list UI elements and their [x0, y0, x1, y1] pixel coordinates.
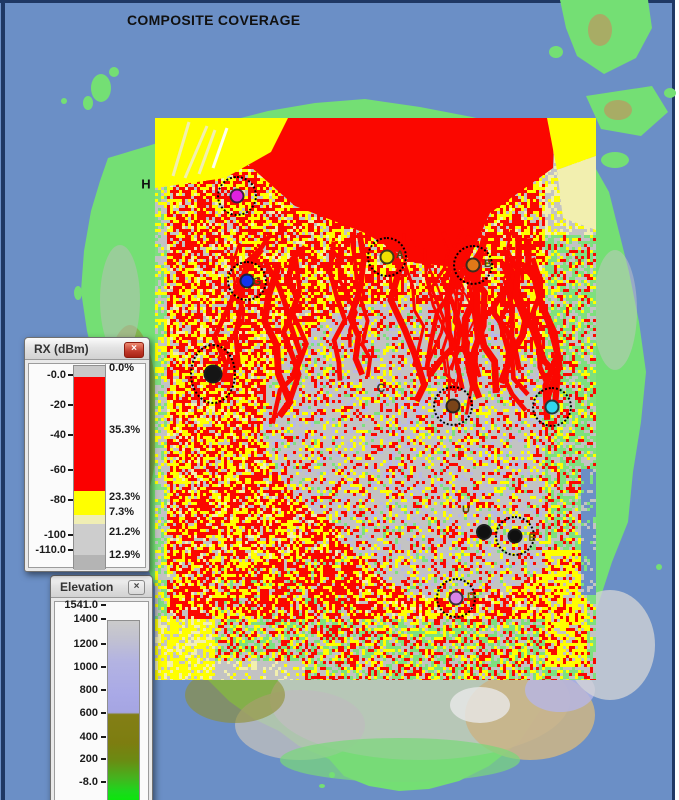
site-radius-ring-icon: [227, 261, 267, 301]
map-site-label: G: [252, 276, 262, 288]
site-dot-icon: [239, 273, 255, 289]
site-dot-icon: [229, 188, 245, 204]
legend-tick-mark: [101, 666, 106, 668]
close-icon[interactable]: ×: [124, 342, 144, 358]
rx-percentage-label: 23.3%: [109, 491, 141, 503]
legend-tick-mark: [101, 758, 106, 760]
map-site-label: H: [141, 176, 151, 192]
rx-color-bar: [73, 365, 106, 570]
site-radius-ring-icon: [532, 387, 572, 427]
legend-tick-label: 400: [79, 731, 98, 743]
map-site-label: U: [462, 504, 470, 516]
window-border-right: [672, 0, 675, 800]
elevation-legend-panel[interactable]: Elevation × 1541.0 1400 1200 1000 800 600 400 2…: [50, 575, 153, 800]
rx-percentage-label: 0.0%: [109, 362, 135, 374]
legend-tick-mark: [68, 434, 73, 436]
site-radius-ring-icon: [217, 176, 257, 216]
rx-panel-title: RX (dBm): [34, 342, 89, 356]
rx-bar-segment: [74, 377, 105, 491]
site-dot-icon: [203, 364, 223, 384]
legend-tick-mark: [68, 469, 73, 471]
map-site-label: D: [467, 591, 475, 603]
map-site-label: A: [396, 249, 404, 261]
map-site-label: C: [376, 381, 386, 395]
legend-tick-mark: [68, 499, 73, 501]
site-radius-ring-icon: [367, 237, 407, 277]
legend-tick-mark: [101, 643, 106, 645]
legend-tick-mark: [101, 781, 106, 783]
legend-tick-mark: [101, 689, 106, 691]
site-dot-icon: [448, 590, 464, 606]
rx-percentage-label: 35.3%: [109, 424, 141, 436]
legend-tick-mark: [68, 549, 73, 551]
legend-tick-label: 600: [79, 707, 98, 719]
legend-tick-label: -0.0: [47, 369, 66, 381]
site-dot-icon: [544, 399, 560, 415]
legend-tick-mark: [68, 534, 73, 536]
site-radius-ring-icon: [190, 344, 236, 404]
close-icon[interactable]: ×: [128, 580, 145, 595]
legend-tick-label: -60: [50, 464, 66, 476]
rx-legend-panel[interactable]: RX (dBm) × -0.0 -20 -40 -60 -80 -100 -110.0 0.…: [24, 337, 150, 572]
window-border-top: [0, 0, 679, 3]
legend-tick-mark: [68, 374, 73, 376]
legend-tick-mark: [68, 404, 73, 406]
legend-tick-label: 1000: [73, 661, 98, 673]
legend-tick-mark: [101, 736, 106, 738]
legend-tick-label: 1200: [73, 638, 98, 650]
rx-bar-segment: [74, 491, 105, 515]
elevation-panel-title: Elevation: [60, 580, 114, 594]
site-radius-ring-icon: [433, 386, 473, 426]
rx-panel-titlebar[interactable]: RX (dBm): [25, 338, 149, 360]
site-dot-icon: [476, 524, 492, 540]
window-border-left: [1, 0, 5, 800]
site-dot-icon: [465, 257, 481, 273]
elevation-panel-titlebar[interactable]: Elevation: [51, 576, 152, 598]
legend-tick-label: -100: [43, 529, 66, 541]
northwest-islands: [61, 67, 662, 788]
rx-bar-segment: [74, 366, 105, 377]
elevation-color-bar: [107, 620, 140, 800]
site-dot-icon: [379, 249, 395, 265]
rx-percentage-label: 12.9%: [109, 549, 141, 561]
legend-tick-mark: [101, 604, 106, 606]
site-radius-ring-icon: [436, 578, 476, 618]
legend-tick-label: -20: [50, 399, 66, 411]
site-radius-ring-icon: [453, 245, 493, 285]
legend-tick-label: -110.0: [35, 544, 66, 556]
page-title: COMPOSITE COVERAGE: [127, 12, 301, 28]
rx-bar-segment: [74, 515, 105, 524]
legend-tick-mark: [101, 712, 106, 714]
site-radius-ring-icon: [495, 516, 535, 556]
map-site-label: E: [528, 532, 536, 544]
site-dot-icon: [507, 528, 523, 544]
rx-percentage-label: 21.2%: [109, 526, 141, 538]
elevation-panel-body: 1541.0 1400 1200 1000 800 600 400 200 -8.0: [54, 599, 149, 800]
legend-tick-mark: [101, 618, 106, 620]
rx-bar-segment: [74, 555, 105, 570]
window-margin-right: [675, 0, 679, 800]
legend-tick-label: 800: [79, 684, 98, 696]
rx-panel-body: -0.0 -20 -40 -60 -80 -100 -110.0 0.0% 35.3% 23.3…: [28, 362, 146, 570]
rx-percentage-label: 7.3%: [109, 506, 135, 518]
map-site-label: B: [484, 258, 492, 270]
legend-tick-label: 1400: [73, 613, 98, 625]
legend-tick-label: -80: [50, 494, 66, 506]
site-dot-icon: [445, 398, 461, 414]
legend-tick-label: 200: [79, 753, 98, 765]
rx-bar-segment: [74, 524, 105, 555]
legend-tick-label: -40: [50, 429, 66, 441]
legend-tick-label: 1541.0: [64, 599, 98, 611]
legend-tick-label: -8.0: [79, 776, 98, 788]
